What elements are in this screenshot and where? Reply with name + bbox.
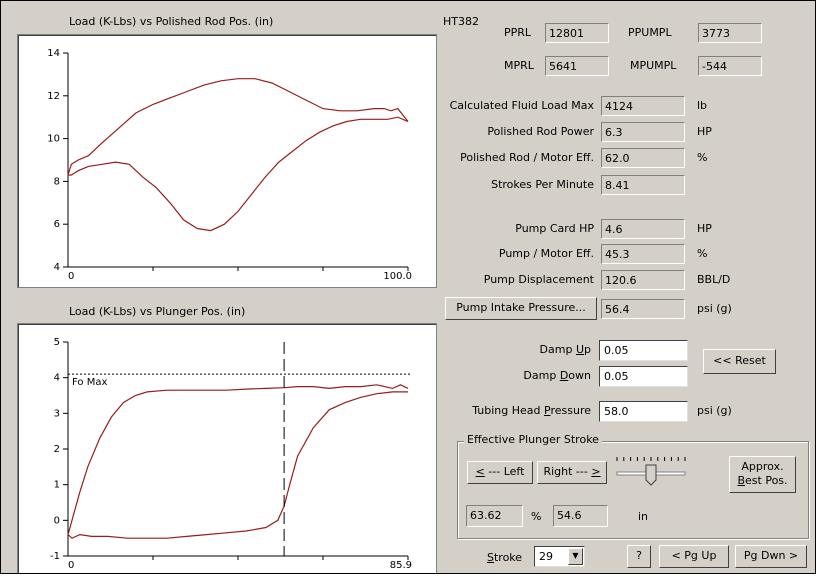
y-tick-label: 0 <box>54 515 60 526</box>
pump-motor-eff-unit: % <box>697 247 708 260</box>
stroke-percent-value: 63.62 <box>466 505 523 527</box>
series-line-2 <box>67 391 408 539</box>
effective-plunger-stroke-title: Effective Plunger Stroke <box>464 433 602 446</box>
ppumpl-value: 3773 <box>698 23 762 43</box>
series-line-1 <box>67 384 409 535</box>
reset-button[interactable]: << Reset <box>703 349 776 374</box>
y-tick-label: 3 <box>54 408 60 419</box>
pump-motor-eff-label: Pump / Motor Eff. <box>498 247 594 260</box>
mpumpl-label: MPUMPL <box>630 59 677 72</box>
x-tick-label: 0 <box>68 271 74 282</box>
x-tick-label: 0 <box>68 560 74 571</box>
ppumpl-label: PPUMPL <box>628 26 672 39</box>
x-tick-label: 85.9 <box>390 560 412 571</box>
chart1-plot-area: 4 6 8 10 12 14 0 100.0 <box>17 34 437 288</box>
y-tick-label: 6 <box>54 219 60 230</box>
y-tick-label: 1 <box>54 480 60 491</box>
page-up-button[interactable]: < Pg Up <box>659 545 729 568</box>
page-down-button[interactable]: Pg Dwn > <box>735 545 807 568</box>
slider-thumb <box>645 464 657 486</box>
tubing-head-pressure-label: Tubing Head Pressure <box>472 404 591 417</box>
damp-up-input[interactable]: 0.05 <box>599 340 688 361</box>
pump-intake-pressure-unit: psi (g) <box>697 302 732 315</box>
rod-motor-eff-unit: % <box>697 151 708 164</box>
rod-motor-eff-label: Polished Rod / Motor Eff. <box>460 151 594 164</box>
stroke-in-value: 54.6 <box>553 505 608 527</box>
mprl-label: MPRL <box>504 59 534 72</box>
y-tick-label: 4 <box>54 262 60 273</box>
stroke-slider-svg <box>616 457 686 486</box>
y-tick-label: 2 <box>54 444 60 455</box>
rod-motor-eff-value: 62.0 <box>601 148 685 168</box>
chart1-title: Load (K-Lbs) vs Polished Rod Pos. (in) <box>69 15 274 28</box>
left-button[interactable]: < --- Left <box>467 461 533 484</box>
pump-intake-pressure-value: 56.4 <box>601 299 685 319</box>
approx-best-pos-button[interactable]: Approx. Best Pos. <box>729 456 796 493</box>
help-button[interactable]: ? <box>627 545 651 568</box>
right-button[interactable]: Right --- > <box>537 461 607 484</box>
strokes-per-minute-value: 8.41 <box>601 175 685 195</box>
stroke-select[interactable]: 29 ▼ <box>534 546 585 567</box>
stroke-in-unit: in <box>638 510 649 523</box>
pprl-label: PPRL <box>504 26 532 39</box>
tubing-head-pressure-input[interactable]: 58.0 <box>599 401 688 422</box>
stroke-label: Stroke <box>487 551 523 564</box>
damp-up-label: Damp Up <box>539 343 591 356</box>
chevron-down-icon[interactable]: ▼ <box>568 548 583 565</box>
y-tick-label: -1 <box>50 551 60 562</box>
calc-fluid-load-value: 4124 <box>601 96 685 116</box>
calc-fluid-load-unit: lb <box>697 99 708 112</box>
effective-plunger-stroke-group <box>457 441 809 539</box>
y-tick-label: 8 <box>54 176 60 187</box>
chart2-plot-area: -1 0 1 2 3 4 5 0 85.9 Fo Max <box>17 323 437 573</box>
stroke-slider[interactable] <box>613 453 693 489</box>
pump-card-hp-unit: HP <box>697 222 712 235</box>
polished-rod-power-value: 6.3 <box>601 122 685 142</box>
pump-intake-pressure-button[interactable]: Pump Intake Pressure... <box>445 297 597 320</box>
calc-fluid-load-label: Calculated Fluid Load Max <box>449 99 594 112</box>
x-tick-label: 100.0 <box>383 271 412 282</box>
well-id-label: HT382 <box>443 15 479 28</box>
strokes-per-minute-label: Strokes Per Minute <box>491 178 594 191</box>
polished-rod-power-unit: HP <box>697 125 712 138</box>
series-line-1 <box>67 78 409 176</box>
y-tick-label: 14 <box>47 48 60 59</box>
fo-max-label: Fo Max <box>72 377 107 388</box>
mprl-value: 5641 <box>545 56 609 76</box>
chart2-svg: -1 0 1 2 3 4 5 0 85.9 Fo Max <box>50 337 412 571</box>
y-tick-label: 10 <box>47 134 60 145</box>
series-line-2 <box>68 116 409 232</box>
stroke-select-value: 29 <box>539 550 553 563</box>
polished-rod-power-label: Polished Rod Power <box>487 125 594 138</box>
chart1-svg: 4 6 8 10 12 14 0 100.0 <box>47 48 412 282</box>
pump-card-hp-label: Pump Card HP <box>515 222 594 235</box>
pump-card-hp-value: 4.6 <box>601 219 685 239</box>
mpumpl-value: -544 <box>698 56 762 76</box>
stroke-percent-unit: % <box>531 510 542 523</box>
pump-motor-eff-value: 45.3 <box>601 244 685 264</box>
pump-displacement-value: 120.6 <box>601 270 685 290</box>
damp-down-input[interactable]: 0.05 <box>599 366 688 387</box>
tubing-head-pressure-unit: psi (g) <box>697 404 732 417</box>
chart2-title: Load (K-Lbs) vs Plunger Pos. (in) <box>69 305 246 318</box>
pump-displacement-label: Pump Displacement <box>483 273 594 286</box>
y-tick-label: 12 <box>47 91 60 102</box>
y-tick-label: 4 <box>54 373 60 384</box>
pprl-value: 12801 <box>545 23 609 43</box>
pump-displacement-unit: BBL/D <box>697 273 731 286</box>
damp-down-label: Damp Down <box>523 369 591 382</box>
y-tick-label: 5 <box>54 337 60 348</box>
